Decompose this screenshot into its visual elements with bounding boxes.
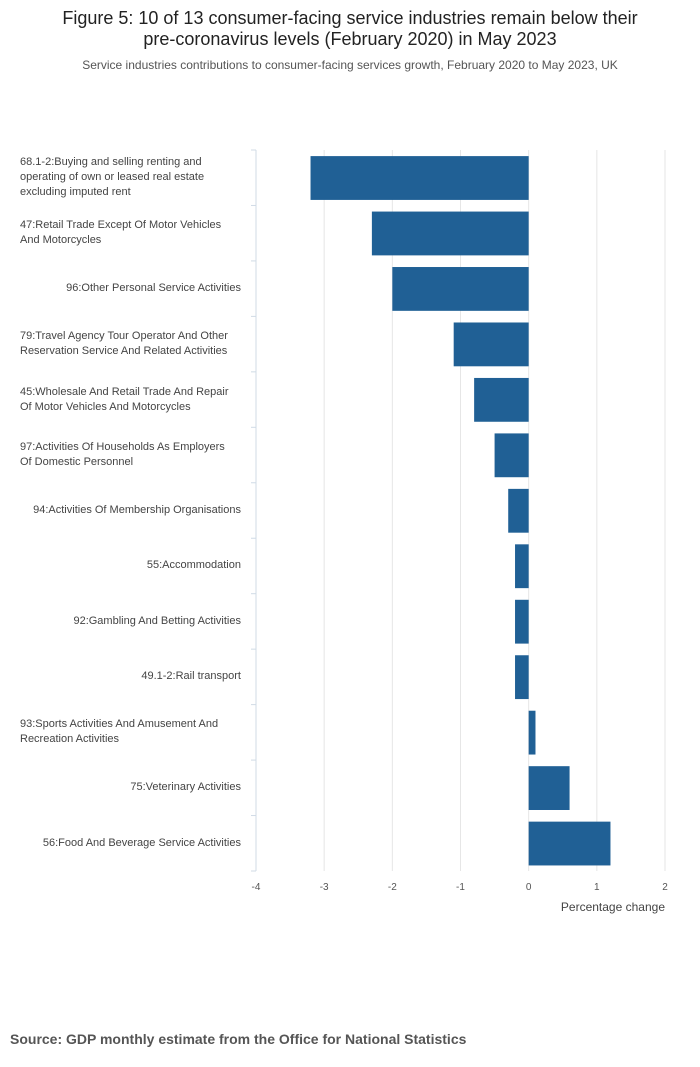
category-label: 75:Veterinary Activities <box>20 760 241 815</box>
category-label: 49.1-2:Rail transport <box>20 649 241 704</box>
category-label-line: operating of own or leased real estate <box>20 171 205 184</box>
category-label: 79:Travel Agency Tour Operator And Other… <box>20 316 241 371</box>
x-tick-label: -2 <box>388 882 397 893</box>
category-label: 55:Accommodation <box>20 538 241 593</box>
bar <box>515 599 529 644</box>
category-label-line: 93:Sports Activities And Amusement And <box>20 718 219 731</box>
category-label-line: And Motorcycles <box>20 234 102 247</box>
bar <box>515 544 529 589</box>
category-label: 92:Gambling And Betting Activities <box>20 594 241 649</box>
category-label-line: Of Motor Vehicles And Motorcycles <box>20 400 191 413</box>
category-label-line: Of Domestic Personnel <box>20 456 134 469</box>
x-tick-label: 1 <box>594 882 600 893</box>
category-label-line: 79:Travel Agency Tour Operator And Other <box>20 330 228 343</box>
bar <box>528 821 611 866</box>
bar <box>453 322 529 367</box>
category-label-line: 75:Veterinary Activities <box>130 781 241 794</box>
bar <box>508 488 529 533</box>
category-label: 56:Food And Beverage Service Activities <box>20 816 241 871</box>
x-axis-label: Percentage change <box>561 900 665 914</box>
x-tick-label: -1 <box>456 882 465 893</box>
category-label-line: 94:Activities Of Membership Organisation… <box>33 503 241 516</box>
category-label-line: 96:Other Personal Service Activities <box>66 282 241 295</box>
x-tick-label: -3 <box>320 882 329 893</box>
category-label-line: 55:Accommodation <box>146 559 241 572</box>
chart-title: Figure 5: 10 of 13 consumer-facing servi… <box>0 8 700 50</box>
source-note: Source: GDP monthly estimate from the Of… <box>10 1031 467 1047</box>
category-label: 93:Sports Activities And Amusement And Re… <box>20 705 241 760</box>
category-label: 45:Wholesale And Retail Trade And Repair… <box>20 372 241 427</box>
category-label-line: 49.1-2:Rail transport <box>141 670 241 683</box>
x-tick-label: 0 <box>526 882 532 893</box>
category-label-line: 47:Retail Trade Except Of Motor Vehicles <box>20 219 222 232</box>
x-tick-label: 2 <box>662 882 668 893</box>
category-label-line: 45:Wholesale And Retail Trade And Repair <box>20 385 229 398</box>
category-label: 97:Activities Of Households As Employers… <box>20 427 241 482</box>
bar <box>515 655 529 700</box>
category-label-line: Recreation Activities <box>20 733 120 746</box>
chart-title-line: pre-coronavirus levels (February 2020) i… <box>143 29 557 49</box>
bar <box>494 433 529 478</box>
category-label-line: 56:Food And Beverage Service Activities <box>42 836 241 849</box>
bar <box>392 267 529 311</box>
x-tick-label: -4 <box>252 882 261 893</box>
category-label-line: Reservation Service And Related Activiti… <box>20 345 228 358</box>
bar <box>310 156 529 200</box>
bar <box>371 211 529 256</box>
category-label-line: 68.1-2:Buying and selling renting and <box>20 156 202 169</box>
bar <box>474 377 529 422</box>
bar <box>528 766 570 810</box>
chart-subtitle: Service industries contributions to cons… <box>82 58 618 72</box>
category-label: 96:Other Personal Service Activities <box>20 261 241 316</box>
category-label: 94:Activities Of Membership Organisation… <box>20 483 241 538</box>
category-label: 47:Retail Trade Except Of Motor Vehicles… <box>20 205 241 260</box>
chart-title-line: Figure 5: 10 of 13 consumer-facing servi… <box>62 8 638 28</box>
bar <box>528 710 536 755</box>
category-label-line: 97:Activities Of Households As Employers <box>20 441 225 454</box>
category-label-line: excluding imputed rent <box>20 186 131 199</box>
category-label-line: 92:Gambling And Betting Activities <box>73 614 241 627</box>
category-label: 68.1-2:Buying and selling renting and ope… <box>20 150 241 205</box>
